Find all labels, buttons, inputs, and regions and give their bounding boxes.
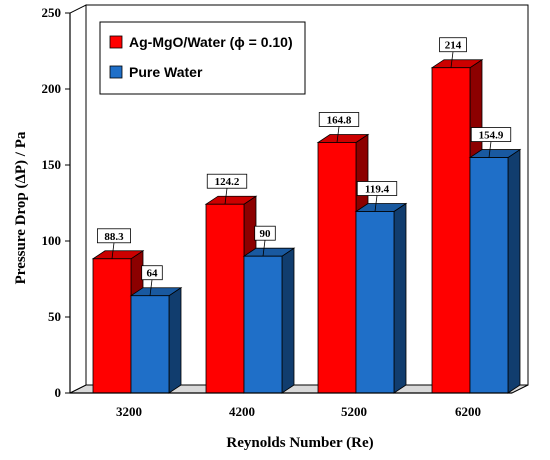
bar-side-face: [168, 286, 182, 394]
bar-front-face: [205, 203, 245, 394]
bar-side-face: [507, 148, 521, 394]
legend-swatch-series-2: [109, 65, 123, 79]
bar-front-face: [243, 255, 283, 394]
data-label-2-4200: 90: [254, 225, 276, 257]
y-tick-label: 50: [48, 309, 61, 324]
x-axis: 3200 4200 5200 6200: [70, 392, 512, 419]
y-tick-label: 150: [42, 157, 62, 172]
data-label-text: 119.4: [365, 184, 390, 196]
data-label-text: 64: [147, 268, 159, 280]
bar-front-face: [92, 258, 132, 394]
data-label-text: 124.2: [215, 176, 240, 188]
x-tick-label: 4200: [229, 404, 255, 419]
data-label-1-6200: 214: [439, 37, 467, 68]
y-axis: 0 50 100 150 200 250: [42, 5, 71, 400]
data-label-box: [97, 228, 132, 244]
data-label-text: 164.8: [327, 115, 352, 127]
y-tick-label: 100: [42, 233, 62, 248]
data-label-2-6200: 154.9: [470, 127, 512, 158]
data-label-text: 88.3: [104, 231, 124, 243]
data-labels: 88.3 124.2 164.8 214 64 90 119.4 154.9: [97, 37, 512, 296]
bar-2-6200: [468, 148, 522, 394]
bar-front-face: [130, 295, 170, 394]
legend: Ag-MgO/Water (ϕ = 0.10) Pure Water: [99, 21, 306, 95]
data-label-box: [254, 225, 276, 241]
data-label-leader: [450, 51, 454, 68]
data-label-box: [206, 173, 248, 189]
data-label-leader: [488, 141, 492, 158]
data-label-text: 214: [445, 40, 462, 52]
bar-side-face: [393, 202, 407, 394]
x-tick-label: 6200: [455, 404, 481, 419]
bar-front-face: [431, 67, 471, 394]
left-wall: [69, 4, 87, 394]
bar-2-3200: [129, 286, 183, 394]
x-tick-label: 5200: [341, 404, 367, 419]
legend-label-series-1: Ag-MgO/Water (ϕ = 0.10): [129, 34, 293, 50]
data-label-box: [141, 265, 163, 281]
data-label-leader: [149, 279, 153, 296]
bar-front-face: [469, 157, 509, 394]
data-label-leader: [111, 242, 115, 259]
data-label-1-3200: 88.3: [97, 228, 132, 259]
legend-box: [99, 21, 306, 95]
bar-2-4200: [242, 247, 296, 394]
legend-label-series-2: Pure Water: [129, 64, 203, 80]
y-tick-label: 200: [42, 81, 62, 96]
data-label-leader: [374, 195, 378, 212]
data-label-box: [470, 127, 512, 142]
data-label-box: [439, 37, 467, 53]
x-axis-title: Reynolds Number (Re): [226, 435, 373, 451]
data-label-1-5200: 164.8: [318, 112, 360, 143]
data-label-2-5200: 119.4: [356, 181, 398, 212]
data-label-box: [356, 181, 398, 196]
data-label-text: 154.9: [479, 130, 504, 142]
bar-2-5200: [354, 202, 408, 394]
data-label-2-3200: 64: [141, 265, 163, 296]
data-label-leader: [262, 240, 266, 257]
data-label-1-4200: 124.2: [206, 173, 248, 205]
bar-front-face: [317, 142, 357, 394]
data-label-box: [318, 112, 360, 127]
y-tick-label: 0: [55, 385, 62, 400]
data-label-leader: [224, 188, 228, 205]
data-label-text: 90: [260, 228, 272, 240]
y-tick-label: 250: [42, 5, 62, 20]
x-tick-label: 3200: [116, 404, 142, 419]
bar-side-face: [281, 247, 295, 394]
y-axis-title: Pressure Drop (ΔP) / Pa: [13, 131, 29, 284]
data-label-leader: [336, 126, 340, 143]
legend-swatch-series-1: [109, 35, 123, 49]
bar-front-face: [355, 211, 395, 394]
